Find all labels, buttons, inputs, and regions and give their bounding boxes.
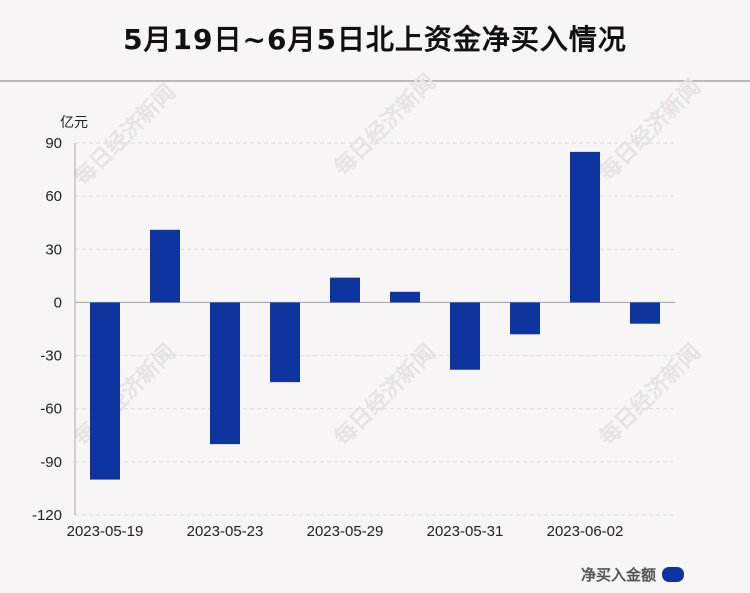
bars [90, 151, 660, 480]
bar [630, 302, 660, 324]
y-axis-unit-label: 亿元 [60, 115, 88, 131]
y-tick-label: 30 [45, 241, 62, 258]
bar [390, 291, 420, 303]
x-tick-label: 2023-05-19 [67, 523, 144, 540]
chart-title: 5月19日~6月5日北上资金净买入情况 [123, 23, 627, 56]
y-tick-label: -90 [40, 454, 62, 471]
watermark-text: 每日经济新闻 [329, 69, 441, 181]
legend: 净买入金额 [581, 564, 684, 585]
bar [90, 302, 120, 480]
bar [150, 229, 180, 303]
x-tick-label: 2023-05-31 [427, 523, 504, 540]
x-tick-label: 2023-05-29 [307, 523, 384, 540]
title-divider [0, 80, 750, 82]
bar [570, 151, 600, 303]
watermark-text: 每日经济新闻 [69, 79, 181, 191]
y-tick-label: 60 [45, 188, 62, 205]
legend-label: 净买入金额 [580, 566, 656, 584]
tick-labels: 90 60 30 0 -30 -60 -90 -120 亿元 2023-05-19 2023-05-… [32, 115, 623, 540]
y-tick-label: 0 [54, 294, 62, 311]
y-tick-label: -120 [32, 507, 62, 524]
watermark-text: 每日经济新闻 [594, 74, 706, 186]
y-tick-label: -30 [40, 348, 62, 365]
x-tick-label: 2023-06-02 [547, 523, 624, 540]
y-tick-label: 90 [45, 135, 62, 152]
bar [210, 302, 240, 445]
x-tick-label: 2023-05-23 [187, 523, 264, 540]
bar [270, 302, 300, 383]
legend-swatch [662, 567, 684, 582]
bar [330, 277, 360, 303]
bar [450, 302, 480, 370]
y-tick-label: -60 [40, 401, 62, 418]
bar [510, 302, 540, 335]
